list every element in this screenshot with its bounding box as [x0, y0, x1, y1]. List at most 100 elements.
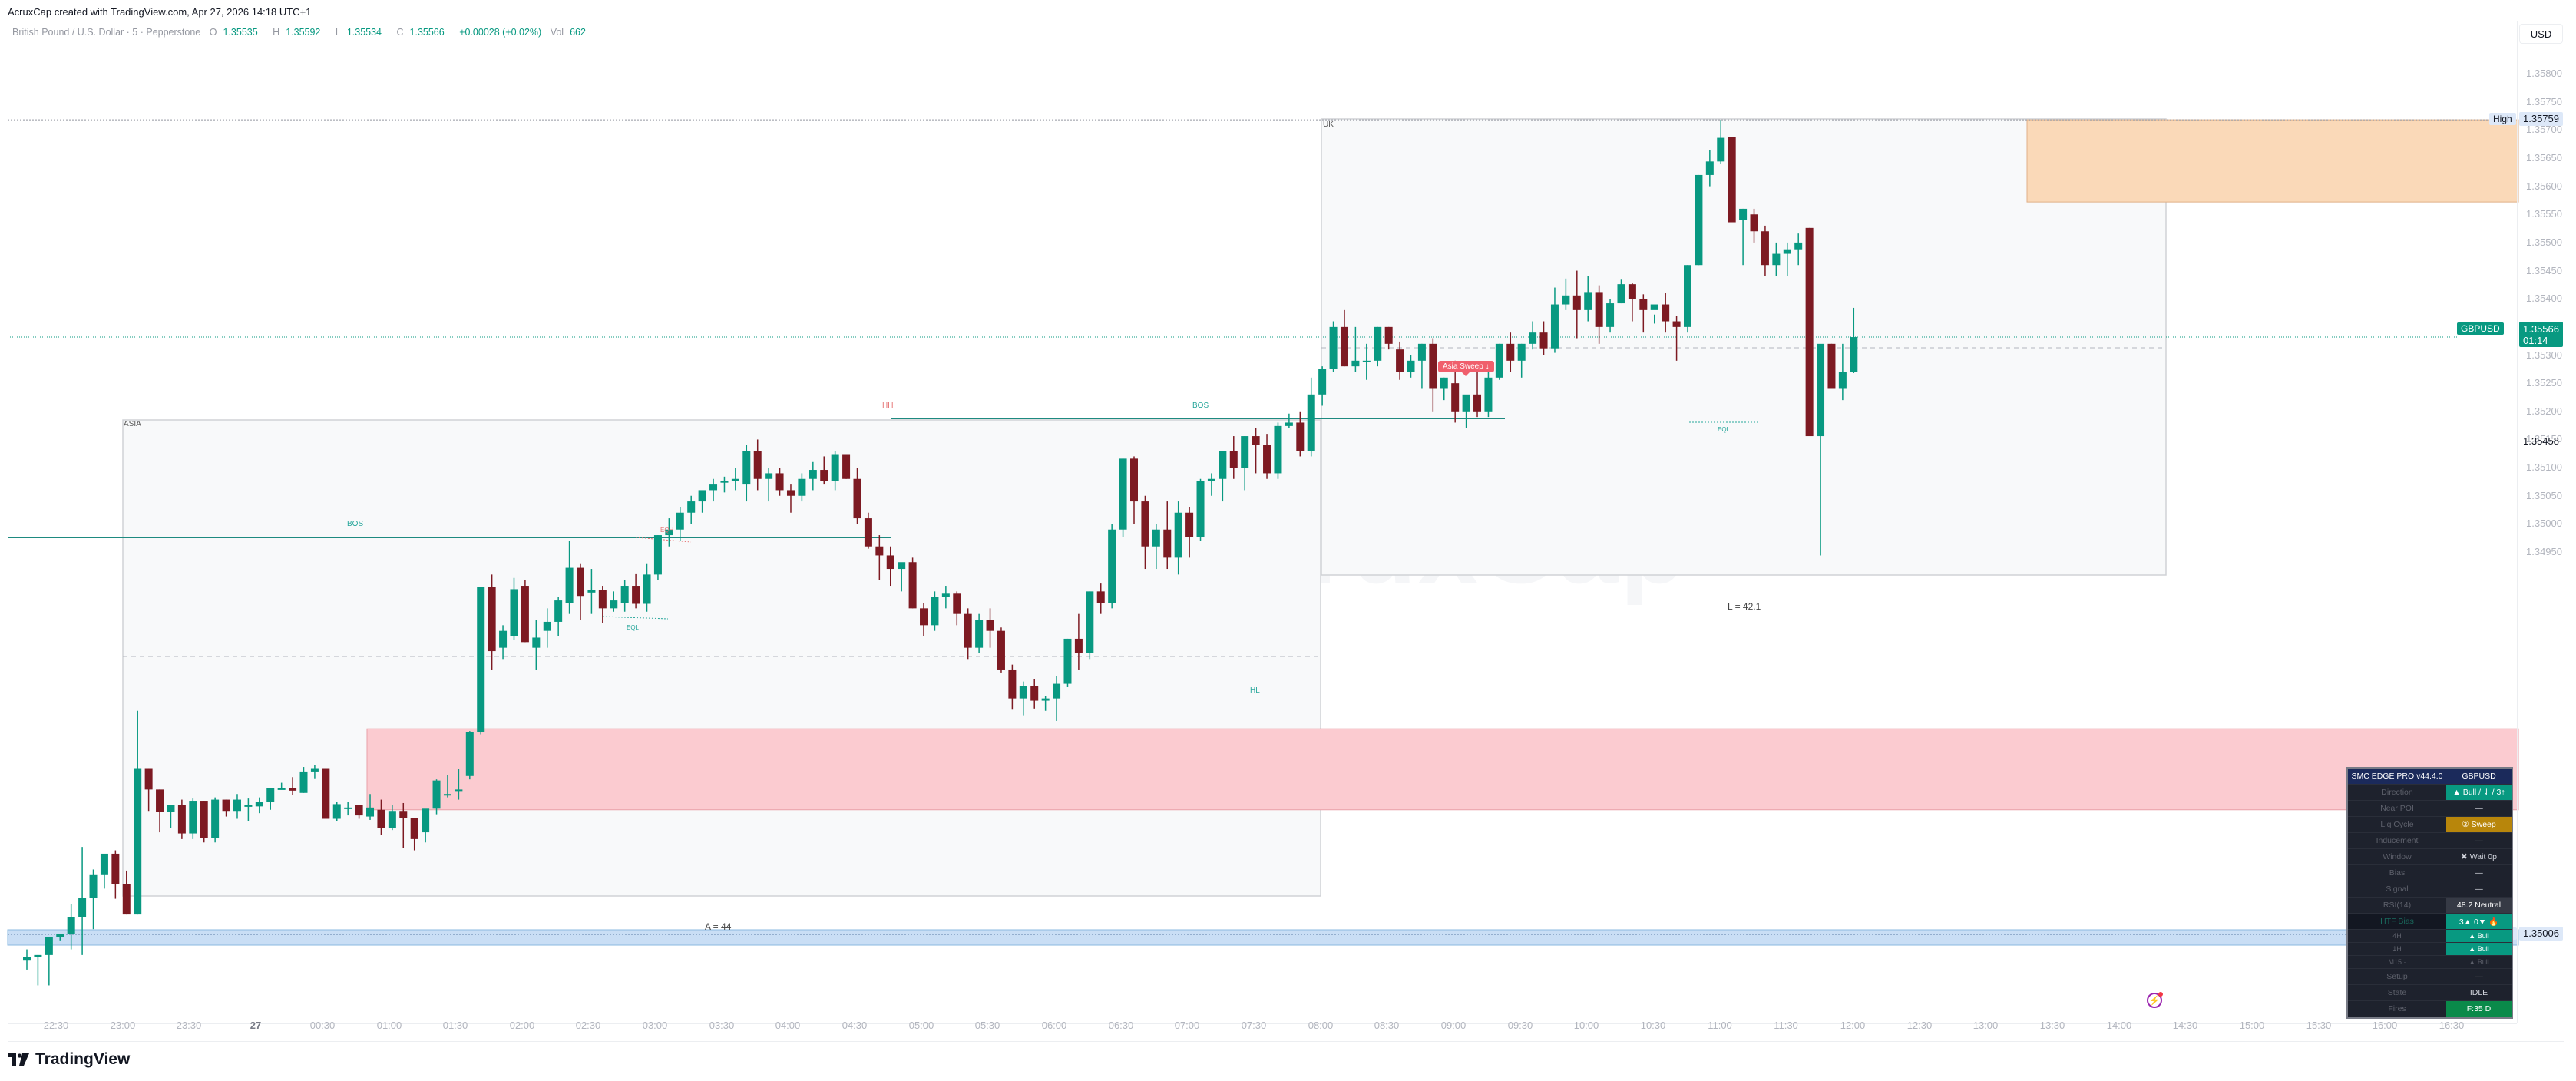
time-tick: 09:30	[1507, 1020, 1533, 1031]
last-price-label: 1.35566 01:14	[2519, 322, 2563, 347]
smc-row-value: —	[2475, 972, 2483, 981]
time-tick: 23:30	[176, 1020, 202, 1031]
price-tick: 1.34950	[2526, 546, 2562, 558]
smc-row: Inducement —	[2348, 833, 2512, 849]
smc-row-key: Setup	[2386, 972, 2408, 981]
price-tick: 1.35050	[2526, 489, 2562, 501]
asia-sweep-tag: Asia Sweep ↓	[1438, 361, 1494, 376]
time-tick: 14:00	[2106, 1020, 2132, 1031]
time-tick: 16:30	[2439, 1020, 2465, 1031]
london-range-label: L = 42.1	[1728, 601, 1761, 612]
time-tick: 07:30	[1241, 1020, 1267, 1031]
volume: Vol 662	[550, 27, 586, 38]
time-tick: 10:00	[1573, 1020, 1599, 1031]
time-tick: 11:30	[1774, 1020, 1798, 1031]
time-axis[interactable]	[8, 1023, 2517, 1024]
time-tick: 02:30	[575, 1020, 601, 1031]
smc-row-value: —	[2475, 868, 2483, 878]
price-tick: 1.35450	[2526, 264, 2562, 276]
smc-row-key: Liq Cycle	[2380, 820, 2414, 829]
asia-range-label: A = 44	[705, 921, 732, 932]
ohlc-open: O 1.35535	[209, 27, 258, 38]
uk-session-label: UK	[1323, 121, 1334, 129]
symbol-label: GBPUSD	[2457, 322, 2504, 335]
price-tick: 1.35100	[2526, 461, 2562, 474]
asia-session-label: ASIA	[124, 420, 141, 428]
ohlc-low: L 1.35534	[335, 27, 382, 38]
time-tick: 15:00	[2239, 1020, 2265, 1031]
tradingview-logo[interactable]: TradingView	[8, 1050, 130, 1069]
time-tick: 03:00	[642, 1020, 668, 1031]
hl-label: HL	[1250, 686, 1260, 695]
smc-row: Fires F:35 D	[2348, 1001, 2512, 1017]
smc-row: Bias —	[2348, 865, 2512, 881]
time-tick: 07:00	[1174, 1020, 1200, 1031]
smc-row-key: State	[2387, 988, 2407, 997]
price-tick: 1.35800	[2526, 68, 2562, 79]
smc-row: RSI(14) 48.2 Neutral	[2348, 898, 2512, 914]
smc-row-value: ▲ Bull	[2469, 958, 2489, 966]
chart-credit: AcruxCap created with TradingView.com, A…	[8, 6, 312, 18]
smc-row: Window ✖ Wait 0p	[2348, 849, 2512, 865]
symbol-description[interactable]: British Pound / U.S. Dollar · 5 · Pepper…	[12, 27, 201, 38]
time-tick: 09:00	[1440, 1020, 1467, 1031]
ohlc-close: C 1.35566	[396, 27, 445, 38]
smc-row-value: ✖ Wait 0p	[2461, 852, 2497, 861]
smc-row-key: Near POI	[2380, 804, 2414, 813]
price-axis[interactable]	[2517, 21, 2518, 1023]
smc-row-key: Direction	[2381, 788, 2413, 797]
smc-row: 1H ▲ Bull	[2348, 943, 2512, 956]
smc-row-key: Bias	[2389, 868, 2406, 878]
smc-row-value: F:35 D	[2446, 1001, 2512, 1017]
smc-row: Direction ▲ Bull / ⇃ / 3↑	[2348, 785, 2512, 801]
time-tick: 08:00	[1308, 1020, 1334, 1031]
smc-row-key: Signal	[2386, 884, 2409, 894]
time-tick: 15:30	[2306, 1020, 2332, 1031]
smc-row-value: ▲ Bull	[2446, 943, 2512, 955]
time-tick: 04:00	[775, 1020, 801, 1031]
hh-label: HH	[882, 402, 894, 410]
smc-row-value: IDLE	[2469, 988, 2488, 997]
smc-row: State IDLE	[2348, 985, 2512, 1001]
time-tick: 27	[250, 1020, 262, 1031]
time-tick: 13:30	[2039, 1020, 2065, 1031]
smc-row-key: M15 ·	[2388, 958, 2406, 966]
smc-row-value: 48.2 Neutral	[2446, 898, 2512, 913]
time-tick: 01:00	[376, 1020, 402, 1031]
chart-pane[interactable]	[8, 21, 2564, 1042]
smc-row-value: —	[2475, 804, 2483, 813]
time-tick: 13:00	[1973, 1020, 1999, 1031]
time-tick: 06:00	[1041, 1020, 1067, 1031]
smc-row: 4H ▲ Bull	[2348, 930, 2512, 943]
smc-row-key: Inducement	[2376, 836, 2419, 845]
smc-row-value: —	[2475, 836, 2483, 845]
symbol-legend[interactable]: British Pound / U.S. Dollar · 5 · Pepper…	[12, 27, 598, 38]
price-tick: 1.35150	[2526, 433, 2562, 445]
smc-row: Near POI —	[2348, 801, 2512, 817]
time-tick: 02:00	[509, 1020, 535, 1031]
smc-row-key: 4H	[2392, 932, 2402, 940]
price-tick: 1.35500	[2526, 236, 2562, 248]
smc-row: HTF Bias 3▲ 0▼ 🔥	[2348, 914, 2512, 930]
smc-row-value: ▲ Bull / ⇃ / 3↑	[2446, 785, 2512, 800]
time-tick: 06:30	[1108, 1020, 1134, 1031]
currency-button[interactable]: USD	[2519, 24, 2563, 44]
time-tick: 16:00	[2372, 1020, 2398, 1031]
price-tick: 1.35300	[2526, 349, 2562, 361]
price-tick: 1.35750	[2526, 95, 2562, 107]
price-tick: 1.35250	[2526, 377, 2562, 389]
time-tick: 12:30	[1906, 1020, 1933, 1031]
high-label: High	[2489, 113, 2516, 125]
ohlc-high: H 1.35592	[273, 27, 321, 38]
smc-row-key: Fires	[2388, 1004, 2406, 1013]
smc-edge-pro-panel: SMC EDGE PRO v44.4.0 GBPUSD Direction ▲ B…	[2346, 767, 2513, 1019]
time-tick: 10:30	[1640, 1020, 1666, 1031]
smc-row-value: —	[2475, 884, 2483, 894]
tradingview-logo-icon	[8, 1053, 29, 1066]
lightning-alert-icon[interactable]: ⚡	[2147, 992, 2163, 1008]
smc-row-value: 3▲ 0▼ 🔥	[2446, 914, 2512, 929]
time-tick: 03:30	[709, 1020, 735, 1031]
eqh-label: EQH	[660, 527, 674, 534]
smc-row-value: ② Sweep	[2446, 817, 2512, 832]
